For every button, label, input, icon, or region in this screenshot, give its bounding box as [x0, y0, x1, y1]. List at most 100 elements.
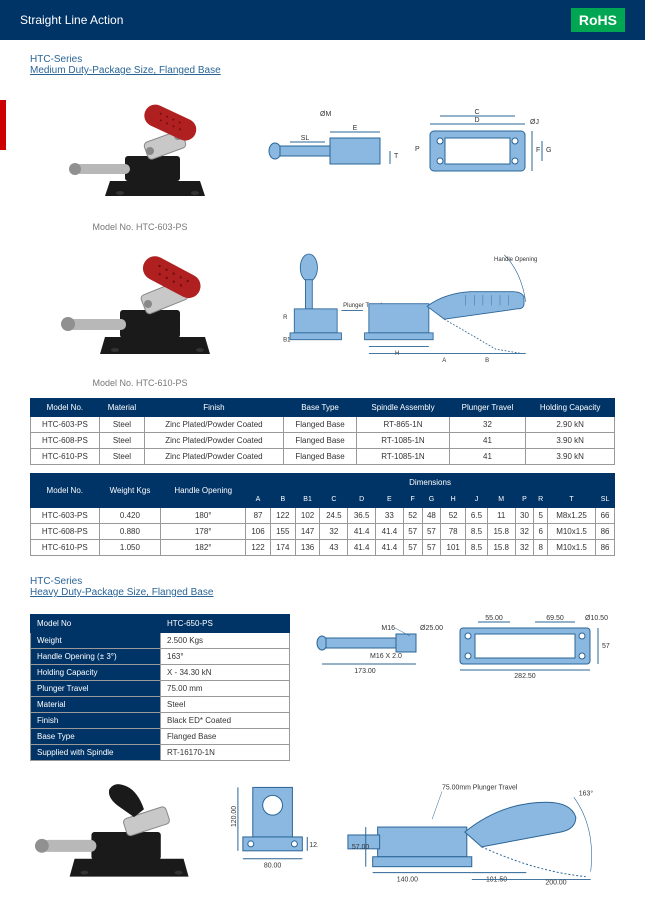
svg-text:ØJ: ØJ [530, 119, 539, 126]
table-cell: 0.420 [99, 508, 161, 524]
spec-cell: 2.500 Kgs [161, 633, 290, 649]
table-row: HTC-603-PS0.420180°8712210224.536.533524… [31, 508, 615, 524]
table-cell: 52 [441, 508, 466, 524]
spec-cell: Holding Capacity [31, 665, 161, 681]
table-cell: 101 [441, 540, 466, 556]
spec-cell: Finish [31, 713, 161, 729]
spec-row: Supplied with SpindleRT-16170-1N [31, 745, 290, 761]
table-cell: Steel [99, 417, 144, 433]
spec-cell: Base Type [31, 729, 161, 745]
table-subheader: B [270, 492, 295, 508]
spec-cell: Steel [161, 697, 290, 713]
svg-text:D: D [474, 117, 479, 124]
table-cell: Flanged Base [283, 449, 357, 465]
table-subheader: B1 [295, 492, 320, 508]
spec-cell: Flanged Base [161, 729, 290, 745]
spec-cell: Supplied with Spindle [31, 745, 161, 761]
table-cell: 1.050 [99, 540, 161, 556]
svg-text:E: E [353, 125, 358, 132]
table-cell: 41.4 [348, 540, 376, 556]
svg-text:B1: B1 [283, 337, 291, 343]
svg-text:173.00: 173.00 [354, 668, 376, 675]
table-cell: 3.90 kN [526, 449, 615, 465]
table-subheader: J [466, 492, 488, 508]
heavy-row: Model No HTC-650-PS Weight2.500 KgsHandl… [30, 608, 615, 767]
table-cell: M10x1.5 [547, 540, 595, 556]
header-title: Straight Line Action [20, 13, 123, 27]
table-cell: 41 [449, 433, 526, 449]
rohs-badge: RoHS [571, 8, 625, 32]
svg-text:12.00: 12.00 [310, 842, 318, 849]
page-header: Straight Line Action RoHS [0, 0, 645, 40]
svg-text:200.00: 200.00 [545, 880, 566, 887]
table-cell: 8.5 [466, 540, 488, 556]
svg-text:Ø25.00: Ø25.00 [420, 625, 443, 632]
spec-cell: Material [31, 697, 161, 713]
table-cell: HTC-610-PS [31, 540, 100, 556]
svg-text:282.50: 282.50 [514, 673, 536, 678]
spec-row: Plunger Travel75.00 mm [31, 681, 290, 697]
series-label-medium: HTC-Series [30, 54, 615, 65]
table-cell: 0.880 [99, 524, 161, 540]
table-cell: 122 [270, 508, 295, 524]
table-cell: 87 [246, 508, 271, 524]
diagram-side-block: R B1 Plunger Travel Handle Opening [260, 242, 615, 364]
medium-row-2: Model No. HTC-610-PS R B1 Plunger Travel [30, 242, 615, 388]
svg-text:R: R [283, 315, 288, 321]
series-label-heavy: HTC-Series [30, 576, 615, 587]
table-cell: M10x1.5 [547, 524, 595, 540]
svg-text:B: B [485, 358, 489, 362]
svg-text:P: P [415, 146, 420, 153]
table-header: Plunger Travel [449, 399, 526, 417]
table-cell: 106 [246, 524, 271, 540]
spec-cell: X - 34.30 kN [161, 665, 290, 681]
table-cell: 15.8 [487, 540, 515, 556]
table-subheader: G [422, 492, 441, 508]
table-row: HTC-610-PS1.050182°1221741364341.441.457… [31, 540, 615, 556]
table-subheader: D [348, 492, 376, 508]
svg-text:80.00: 80.00 [264, 863, 281, 870]
table-cell: 122 [246, 540, 271, 556]
table-cell: 3.90 kN [526, 433, 615, 449]
table-cell: 155 [270, 524, 295, 540]
table-cell: 5 [534, 508, 548, 524]
table-cell: 147 [295, 524, 320, 540]
svg-text:C: C [474, 109, 479, 116]
table-cell: 36.5 [348, 508, 376, 524]
table-cell: 41.4 [348, 524, 376, 540]
table-row: HTC-608-PSSteelZinc Plated/Powder Coated… [31, 433, 615, 449]
spec-cell: 75.00 mm [161, 681, 290, 697]
table-cell: 32 [515, 524, 534, 540]
table-subheader: H [441, 492, 466, 508]
model-610-block: Model No. HTC-610-PS [30, 242, 250, 388]
table-cell: 43 [320, 540, 348, 556]
table-header: Base Type [283, 399, 357, 417]
heavy-images-row: 120.00 12.00 80.00 163° 75.00mm Plunger … [30, 777, 615, 887]
table-cell: 57 [403, 540, 422, 556]
table-header: Weight Kgs [99, 474, 161, 508]
table-cell: Flanged Base [283, 433, 357, 449]
svg-text:Handle Opening: Handle Opening [494, 257, 537, 263]
svg-text:69.50: 69.50 [546, 615, 564, 622]
table-cell: 174 [270, 540, 295, 556]
subtitle-heavy: Heavy Duty-Package Size, Flanged Base [30, 587, 615, 598]
spec-row: Base TypeFlanged Base [31, 729, 290, 745]
svg-text:M16: M16 [381, 625, 395, 632]
spec-row: Handle Opening (± 3°)163° [31, 649, 290, 665]
table-cell: Zinc Plated/Powder Coated [145, 449, 284, 465]
red-accent-bar [0, 100, 6, 150]
table-cell: 6.5 [466, 508, 488, 524]
table-header: Spindle Assembly [357, 399, 449, 417]
table-subheader: E [376, 492, 404, 508]
medium-table-1: Model No.MaterialFinishBase TypeSpindle … [30, 398, 615, 465]
table-cell: 180° [161, 508, 246, 524]
table-cell: 102 [295, 508, 320, 524]
table-subheader: C [320, 492, 348, 508]
table-cell: 15.8 [487, 524, 515, 540]
heavy-diagram-top: M16 Ø25.00 M16 X 2.0 173.00 55.00 69.50 … [310, 608, 610, 678]
svg-text:T: T [394, 153, 399, 160]
table-cell: 66 [596, 508, 615, 524]
heavy-spec-table: Model No HTC-650-PS Weight2.500 KgsHandl… [30, 614, 290, 761]
table-cell: Flanged Base [283, 417, 357, 433]
medium-table-2: Model No.Weight KgsHandle OpeningDimensi… [30, 473, 615, 556]
